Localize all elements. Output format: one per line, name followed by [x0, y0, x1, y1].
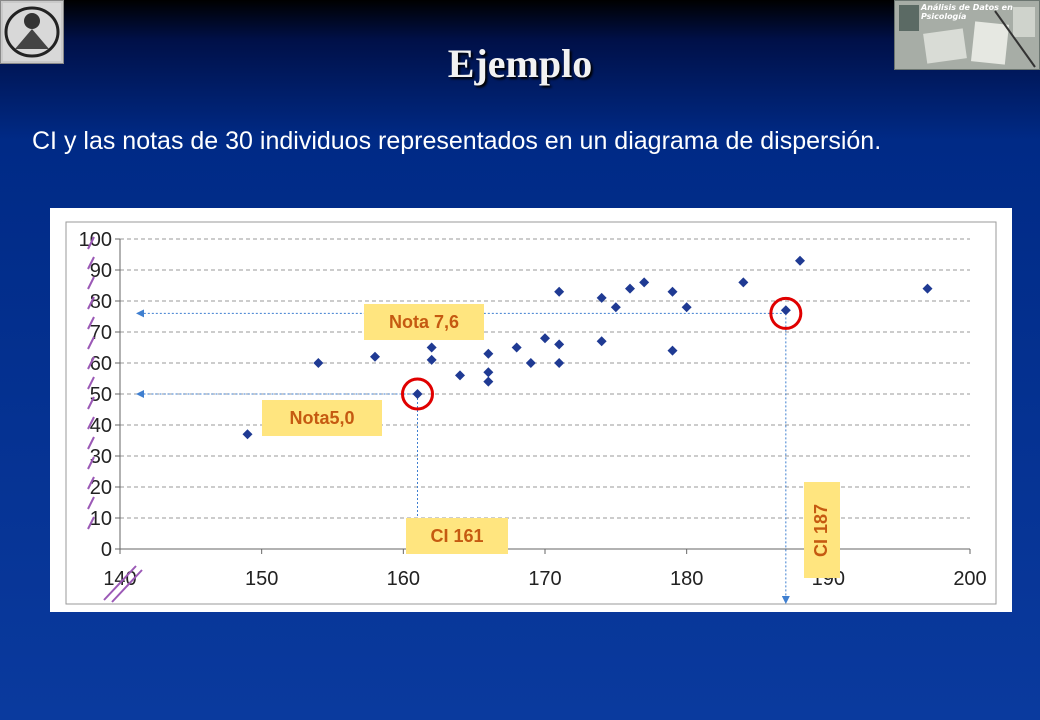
data-point-12 — [540, 333, 550, 344]
slide-title: Ejemplo — [447, 41, 593, 86]
axes — [115, 238, 971, 554]
axis-scribble-7 — [87, 376, 95, 390]
corner-scribble-0 — [103, 565, 137, 601]
axis-scribble-1 — [87, 256, 95, 270]
data-point-24 — [738, 277, 749, 288]
data-point-20 — [639, 277, 650, 288]
plot-border — [65, 221, 997, 605]
gridlines — [120, 238, 970, 519]
data-point-1 — [313, 358, 324, 368]
axis-scribble-13 — [87, 496, 95, 510]
y-tick-label-60: 60 — [90, 353, 112, 375]
y-tick-label-40: 40 — [90, 415, 112, 437]
x-tick-label-170: 170 — [528, 568, 561, 590]
highlight-circle-1 — [769, 296, 803, 330]
course-logo-image — [895, 1, 1039, 69]
y-tick-label-0: 0 — [101, 539, 112, 561]
y-tick-label-20: 20 — [90, 477, 112, 499]
data-point-6 — [455, 370, 465, 381]
y-tick-label-10: 10 — [90, 508, 112, 530]
scatter-chart: 0 10 20 30 40 50 60 70 80 90 100 140 150 160 170 180 190… — [50, 208, 1012, 612]
highlight-circle-0 — [401, 377, 434, 411]
data-point-2 — [370, 351, 380, 362]
axis-scribble-3 — [87, 296, 95, 310]
data-point-15 — [554, 358, 565, 368]
data-point-11 — [525, 358, 536, 368]
data-point-26 — [795, 255, 805, 266]
data-point-25 — [780, 305, 791, 316]
axis-scribble-14 — [87, 516, 95, 530]
x-tick-label-200: 200 — [953, 568, 986, 590]
annotation-ci-low: CI 161 — [406, 518, 508, 554]
axis-scribble-11 — [87, 456, 95, 470]
annotation-nota-low: Nota5,0 — [262, 400, 382, 436]
axis-scribble-2 — [87, 276, 95, 290]
data-point-18 — [610, 302, 621, 313]
annotation-ci-high: CI 187 — [804, 482, 840, 578]
axis-scribble-10 — [87, 436, 95, 450]
data-point-13 — [554, 286, 565, 297]
annotation-ci-low-text: CI 161 — [430, 525, 484, 546]
y-tick-label-70: 70 — [90, 322, 112, 344]
data-point-14 — [554, 339, 565, 350]
x-tick-label-180: 180 — [670, 568, 703, 590]
data-point-22 — [667, 345, 678, 356]
axis-scribble-5 — [87, 336, 95, 350]
guide-lines — [136, 309, 790, 604]
y-tick-label-30: 30 — [90, 446, 112, 468]
course-logo-text: Análisis de Datos en Psicología — [921, 3, 1013, 21]
axis-scribbles — [87, 236, 143, 603]
course-logo: Análisis de Datos en Psicología — [894, 0, 1040, 70]
data-point-0 — [242, 429, 253, 440]
university-logo-icon — [3, 3, 61, 61]
data-point-7 — [483, 348, 494, 359]
data-point-27 — [922, 283, 933, 294]
x-tick-label-160: 160 — [387, 568, 420, 590]
data-points — [242, 255, 933, 440]
data-point-3 — [412, 389, 423, 399]
annotation-nota-high: Nota 7,6 — [364, 304, 484, 340]
axis-scribble-12 — [87, 476, 95, 490]
data-point-8 — [483, 367, 494, 378]
y-tick-label-100: 100 — [79, 229, 112, 251]
data-point-16 — [596, 292, 607, 303]
data-point-21 — [667, 286, 678, 297]
data-point-10 — [511, 342, 522, 353]
data-point-4 — [426, 342, 437, 353]
data-point-9 — [483, 376, 494, 387]
x-tick-label-150: 150 — [245, 568, 278, 590]
data-point-17 — [596, 336, 607, 347]
annotation-ci-high-text: CI 187 — [811, 503, 832, 557]
y-tick-label-90: 90 — [90, 260, 112, 282]
highlight-circles — [401, 296, 803, 411]
axis-scribble-4 — [87, 316, 95, 330]
annotation-nota-high-text: Nota 7,6 — [388, 311, 460, 332]
y-tick-label-80: 80 — [90, 291, 112, 313]
annotation-nota-low-text: Nota5,0 — [289, 407, 355, 428]
y-tick-label-50: 50 — [90, 384, 112, 406]
data-point-19 — [625, 283, 635, 294]
axis-scribble-8 — [87, 396, 95, 410]
corner-scribble-1 — [111, 569, 143, 603]
axis-scribble-9 — [87, 416, 95, 430]
axis-scribble-0 — [87, 236, 95, 250]
data-point-23 — [681, 302, 692, 313]
university-logo — [0, 0, 64, 64]
data-point-5 — [426, 354, 437, 365]
axis-scribble-6 — [87, 356, 95, 370]
slide-subtitle: CI y las notas de 30 individuos represen… — [32, 127, 882, 155]
